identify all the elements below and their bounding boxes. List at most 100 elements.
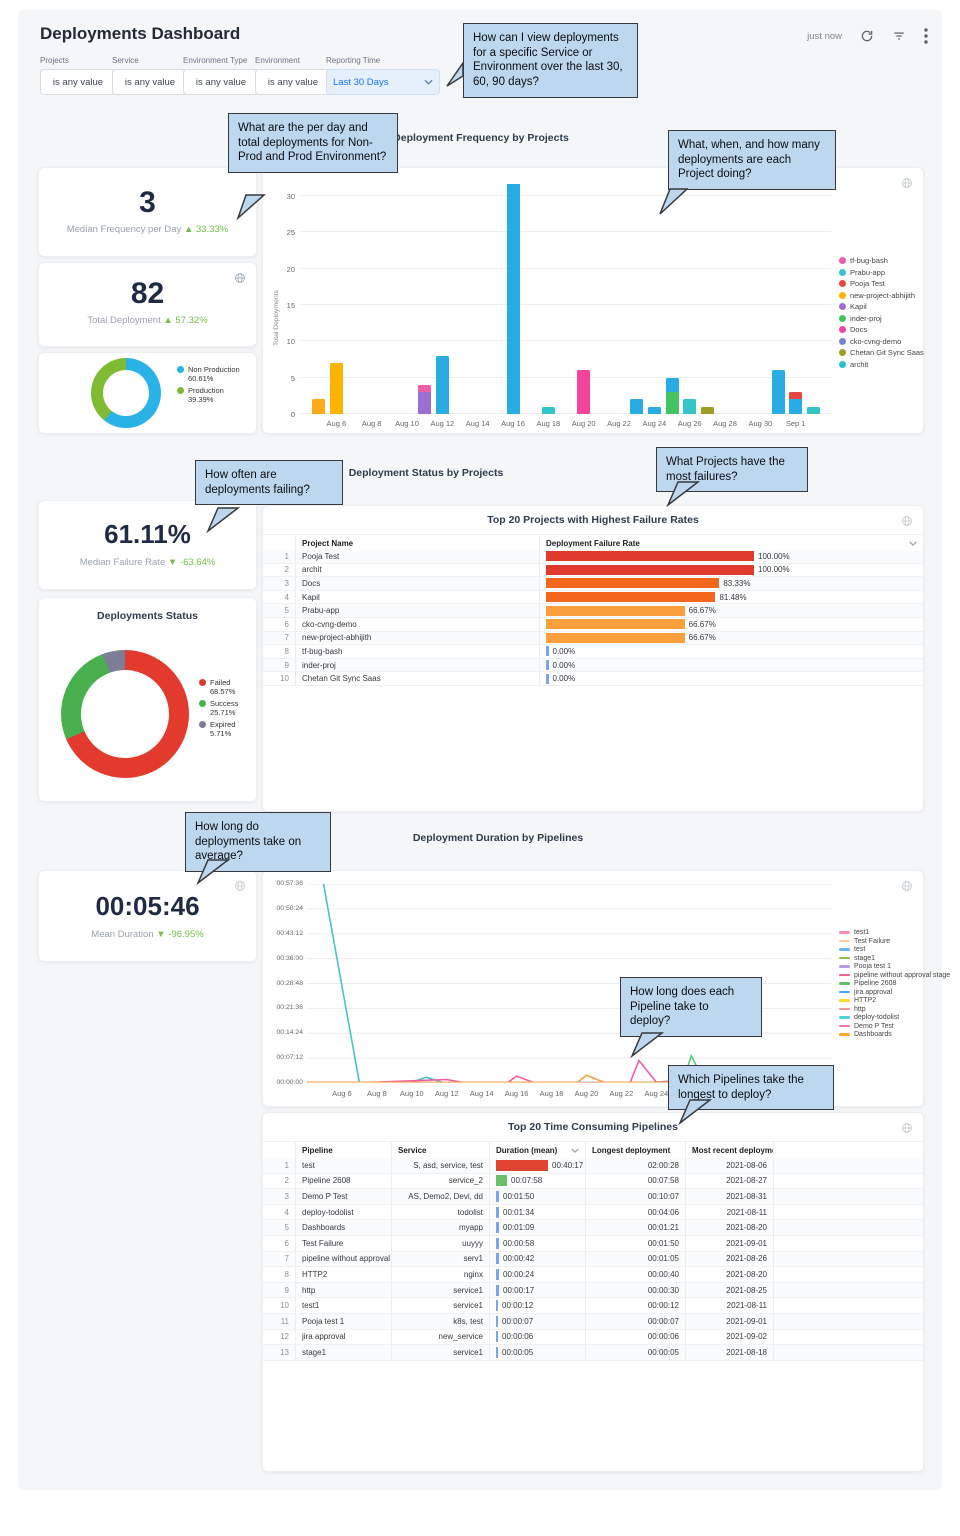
legend-item[interactable]: Docs — [839, 325, 923, 334]
legend-label: Pooja test 1 — [854, 963, 891, 970]
legend-label: archit — [850, 359, 869, 369]
sort-chevron-icon[interactable] — [909, 540, 917, 546]
donut-legend-item: Production 39.39% — [177, 386, 247, 404]
filter-icon[interactable] — [892, 29, 906, 43]
table-row: 3 Demo P Test AS, Demo2, Devi, dd 00:01:50 0… — [263, 1189, 923, 1205]
cell-pipeline: test — [295, 1158, 391, 1173]
filter-projects-value[interactable]: is any value — [40, 69, 116, 95]
sort-chevron-icon[interactable] — [571, 1148, 579, 1153]
cell-duration: 00:01:50 — [489, 1189, 585, 1204]
row-rank: 2 — [284, 1176, 289, 1186]
cell-service: nginx — [391, 1267, 489, 1282]
bar-segment — [647, 406, 661, 414]
bar-aug-5 — [312, 184, 326, 414]
legend-item[interactable]: inder-proj — [839, 314, 923, 323]
filter-environment-type-value[interactable]: is any value — [183, 69, 259, 95]
legend-item[interactable]: Prabu-app — [839, 268, 923, 277]
legend-item[interactable]: HTTP2 — [839, 997, 923, 1004]
legend-dash — [839, 939, 850, 943]
duration-value: 00:00:07 — [502, 1316, 534, 1326]
cell-pipeline: pipeline without approval stage — [295, 1251, 391, 1267]
col-duration[interactable]: Duration (mean) — [489, 1142, 585, 1159]
legend-item[interactable]: Kapil — [839, 302, 923, 311]
legend-item[interactable]: Chetan Git Sync Saas — [839, 348, 924, 357]
x-tick-label: Aug 10 — [399, 1089, 424, 1098]
legend-label: test — [854, 946, 866, 953]
cell-failure-rate: 0.00% — [539, 672, 923, 685]
cell-duration: 00:00:07 — [489, 1313, 585, 1329]
callout-tail — [446, 62, 464, 87]
failure-rate-bar — [546, 578, 720, 589]
failure-rate-bar — [546, 564, 754, 575]
legend-item[interactable]: Test Failure — [839, 938, 923, 945]
x-tick-label: Aug 18 — [536, 419, 561, 428]
col-project-name[interactable]: Project Name — [295, 535, 539, 551]
legend-item[interactable]: Pooja test 1 — [839, 963, 923, 970]
environment-donut-legend: Non Production 60.61% Production 39.39% — [177, 365, 247, 407]
filter-reporting-time-value[interactable]: Last 30 Days — [326, 69, 440, 95]
x-tick-label: Aug 8 — [361, 419, 382, 428]
globe-icon[interactable] — [901, 176, 913, 194]
refresh-icon[interactable] — [860, 29, 874, 43]
kebab-menu-icon[interactable] — [924, 28, 928, 44]
cell-project-name: inder-proj — [295, 658, 539, 672]
legend-item[interactable]: Pooja Test — [839, 279, 923, 288]
globe-icon[interactable] — [901, 879, 913, 897]
legend-label: pipeline without approval stage — [854, 971, 951, 979]
row-rank: 9 — [284, 1285, 289, 1295]
globe-icon[interactable] — [901, 1121, 913, 1139]
col-service[interactable]: Service — [391, 1142, 489, 1159]
legend-item[interactable]: jira approval — [839, 989, 923, 996]
col-longest[interactable]: Longest deployment — [585, 1142, 685, 1159]
filter-service-value[interactable]: is any value — [112, 69, 188, 95]
cell-service: uuyyy — [391, 1235, 489, 1251]
legend-item[interactable]: deploy-todolist — [839, 1014, 923, 1021]
bar-segment — [806, 406, 820, 414]
legend-label: Pipeline 2608 — [854, 980, 897, 987]
cell-duration: 00:00:17 — [489, 1282, 585, 1298]
bar-aug-26 — [683, 184, 697, 414]
legend-dash — [839, 931, 850, 934]
legend-label: stage1 — [854, 954, 876, 962]
y-tick-label: 00:57:36 — [276, 880, 303, 887]
legend-item[interactable]: Pipeline 2608 — [839, 980, 923, 987]
filter-environment-value[interactable]: is any value — [255, 69, 331, 95]
legend-item[interactable]: pipeline without approval stage — [839, 972, 950, 979]
dashboard: Deployments Dashboard just now Projects … — [18, 10, 950, 1490]
legend-dash — [839, 965, 850, 968]
bar-aug-16 — [506, 184, 520, 414]
legend-item[interactable]: cko-cvng-demo — [839, 337, 923, 346]
bar-segment — [312, 399, 326, 414]
globe-icon[interactable] — [234, 879, 246, 897]
row-rank: 8 — [284, 1269, 289, 1279]
legend-item[interactable]: new-project-abhijith — [839, 291, 923, 300]
legend-item[interactable]: stage1 — [839, 955, 923, 962]
cell-filler — [773, 1282, 923, 1298]
total-deployment-label: Total Deployment ▲ 57.32% — [87, 315, 208, 326]
legend-dot — [177, 387, 184, 394]
bar-segment — [700, 406, 714, 414]
failure-rate-bar — [546, 660, 549, 671]
legend-item[interactable]: archit — [839, 360, 923, 369]
cell-duration: 00:01:09 — [489, 1220, 585, 1235]
failure-rate-value: 66.67% — [688, 606, 716, 616]
legend-label: http — [854, 1005, 866, 1013]
globe-icon[interactable] — [901, 514, 913, 532]
cell-recent: 2021-08-20 — [685, 1267, 773, 1282]
cell-pipeline: Demo P Test — [295, 1189, 391, 1204]
legend-item[interactable]: Dashboards — [839, 1031, 923, 1038]
legend-item[interactable]: test — [839, 946, 923, 953]
col-recent[interactable]: Most recent deployment — [685, 1142, 773, 1159]
table-row: 7 pipeline without approval stageserv1 00:… — [263, 1251, 923, 1268]
globe-icon[interactable] — [234, 271, 246, 289]
table-row: 2 archit 100.00% — [263, 563, 923, 578]
legend-item[interactable]: tf-bug-bash — [839, 256, 923, 265]
x-tick-label: Aug 14 — [465, 419, 490, 428]
legend-item[interactable]: Demo P Test — [839, 1023, 923, 1030]
col-pipeline[interactable]: Pipeline — [295, 1142, 391, 1159]
legend-item[interactable]: test1 — [839, 929, 923, 936]
col-failure-rate[interactable]: Deployment Failure Rate — [539, 535, 923, 551]
duration-bar — [496, 1284, 499, 1296]
legend-item[interactable]: http — [839, 1006, 923, 1013]
